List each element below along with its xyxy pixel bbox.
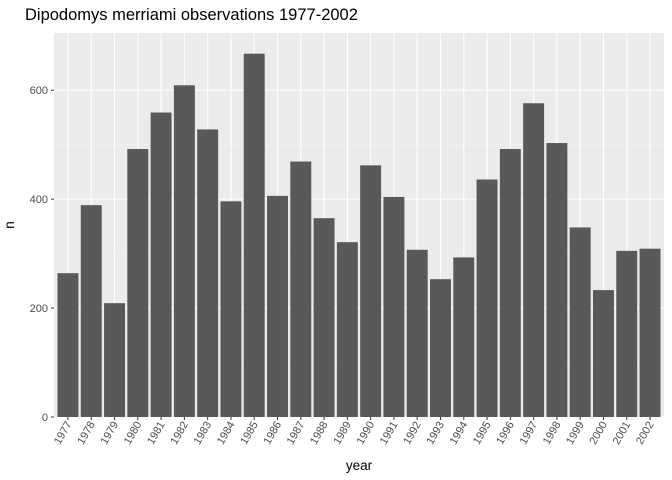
x-tick-label: 1992 (401, 420, 424, 447)
bar-1996 (499, 149, 521, 417)
bar-1984 (220, 201, 242, 417)
bar-1981 (150, 112, 172, 417)
bar-1985 (243, 53, 265, 417)
bar-1995 (476, 179, 498, 417)
x-tick-label: 1980 (122, 420, 145, 447)
x-tick-label: 1996 (494, 420, 517, 447)
x-axis: 1977 1978 1979 1980 1981 1982 1983 1984 1985 1986… (52, 417, 657, 447)
x-tick-label: 1986 (261, 420, 284, 447)
y-axis-title: n (2, 221, 17, 229)
bar-2000 (592, 290, 614, 417)
x-axis-title: year (346, 458, 373, 473)
x-tick-label: 1995 (471, 420, 494, 447)
bar-1992 (406, 249, 428, 417)
bar-1982 (173, 85, 195, 417)
x-tick-label: 1979 (98, 420, 121, 447)
y-tick-label: 600 (30, 85, 48, 97)
x-tick-label: 1977 (52, 420, 75, 447)
bar-1978 (80, 205, 102, 417)
y-axis: 0 200 400 600 (30, 85, 54, 424)
bar-1988 (313, 218, 335, 417)
bar-1989 (336, 242, 358, 417)
x-tick-label: 1989 (331, 420, 354, 447)
x-tick-label: 1998 (541, 420, 564, 447)
x-tick-label: 1984 (215, 420, 238, 447)
chart-title: Dipodomys merriami observations 1977-200… (25, 6, 358, 24)
y-tick-label: 200 (30, 303, 48, 315)
bar-1986 (267, 195, 288, 417)
x-tick-label: 1990 (355, 420, 378, 447)
x-tick-label: 1991 (378, 420, 401, 447)
bar-1980 (127, 149, 149, 417)
x-tick-label: 1997 (518, 420, 541, 447)
bar-2002 (639, 248, 661, 417)
bar-1987 (290, 161, 312, 417)
bar-1977 (57, 273, 79, 417)
bar-2001 (616, 250, 638, 417)
x-tick-label: 1993 (424, 420, 447, 447)
bar-1993 (430, 279, 451, 417)
x-tick-label: 1978 (75, 420, 98, 447)
bar-1983 (197, 129, 219, 417)
x-tick-label: 1987 (285, 420, 308, 447)
x-tick-label: 1994 (448, 420, 471, 447)
x-tick-label: 1999 (564, 420, 587, 447)
bar-1991 (383, 196, 405, 417)
x-tick-label: 1982 (168, 420, 191, 447)
x-tick-label: 2001 (611, 420, 634, 447)
y-tick-label: 400 (30, 194, 48, 206)
x-tick-label: 1985 (238, 420, 261, 447)
x-tick-label: 1983 (192, 420, 215, 447)
bar-1979 (104, 303, 126, 417)
x-tick-label: 1988 (308, 420, 331, 447)
x-tick-label: 2000 (587, 420, 610, 447)
bars (57, 53, 661, 418)
bar-1999 (569, 227, 591, 417)
x-tick-label: 1981 (145, 420, 168, 447)
bar-1998 (546, 143, 568, 418)
y-tick-label: 0 (42, 412, 48, 424)
x-tick-label: 2002 (634, 420, 657, 447)
bar-1994 (453, 257, 475, 417)
bar-1990 (360, 165, 382, 417)
bar-1997 (523, 103, 545, 418)
